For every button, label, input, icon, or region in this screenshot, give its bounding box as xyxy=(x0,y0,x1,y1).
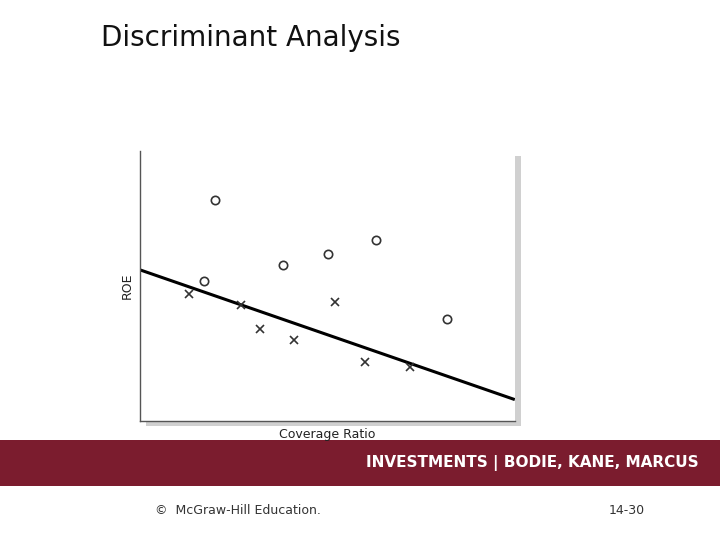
Text: Discriminant Analysis: Discriminant Analysis xyxy=(101,24,400,52)
Text: 14-30: 14-30 xyxy=(608,504,644,517)
Y-axis label: ROE: ROE xyxy=(120,273,133,300)
X-axis label: Coverage Ratio: Coverage Ratio xyxy=(279,428,376,441)
Text: INVESTMENTS | BODIE, KANE, MARCUS: INVESTMENTS | BODIE, KANE, MARCUS xyxy=(366,455,698,471)
Text: ©  McGraw-Hill Education.: © McGraw-Hill Education. xyxy=(155,504,320,517)
